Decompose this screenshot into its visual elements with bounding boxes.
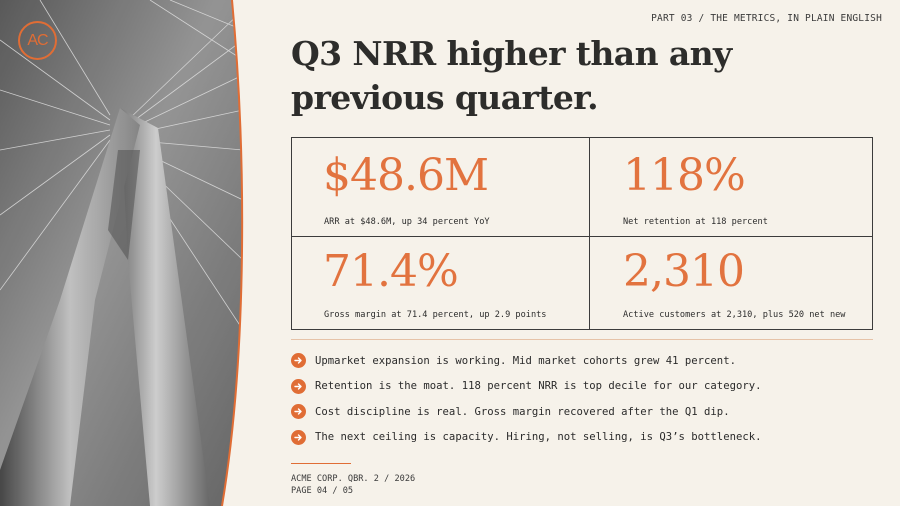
metric-value: 2,310 [623, 246, 745, 297]
section-divider [291, 339, 873, 340]
footer-accent-rule [291, 463, 351, 464]
metric-value: $48.6M [323, 150, 489, 201]
list-item: Upmarket expansion is working. Mid marke… [291, 352, 881, 369]
metric-net-retention: 118% Net retention at 118 percent [590, 138, 872, 237]
page-number: PAGE 04 / 05 [291, 486, 354, 496]
bridge-illustration [0, 0, 243, 506]
metric-active-customers: 2,310 Active customers at 2,310, plus 52… [590, 237, 872, 329]
footer-company: ACME CORP. QBR. 2 / 2026 [291, 474, 416, 484]
list-item-text: The next ceiling is capacity. Hiring, no… [315, 431, 762, 443]
arrow-right-icon [291, 404, 306, 419]
arrow-right-icon [291, 353, 306, 368]
list-item: Cost discipline is real. Gross margin re… [291, 403, 881, 420]
list-item: The next ceiling is capacity. Hiring, no… [291, 429, 881, 446]
metric-value: 118% [623, 150, 746, 201]
slide-title-line-2: previous quarter. [291, 78, 599, 117]
section-kicker: PART 03 / THE METRICS, IN PLAIN ENGLISH [651, 13, 882, 24]
arrow-right-icon [291, 429, 306, 445]
slide-title-line-1: Q3 NRR higher than any [291, 34, 732, 73]
takeaways-list: Upmarket expansion is working. Mid marke… [291, 352, 881, 454]
metric-value: 71.4% [323, 246, 459, 297]
metric-caption: Gross margin at 71.4 percent, up 2.9 poi… [324, 310, 547, 320]
metric-caption: Net retention at 118 percent [623, 217, 768, 227]
arrow-right-icon [291, 378, 306, 394]
list-item-text: Cost discipline is real. Gross margin re… [315, 405, 730, 418]
list-item-text: Upmarket expansion is working. Mid marke… [315, 354, 736, 367]
brand-logo: AC [18, 21, 57, 60]
metric-caption: ARR at $48.6M, up 34 percent YoY [324, 217, 490, 227]
metric-arr: $48.6M ARR at $48.6M, up 34 percent YoY [292, 138, 590, 237]
metric-gross-margin: 71.4% Gross margin at 71.4 percent, up 2… [292, 237, 590, 329]
metrics-grid: $48.6M ARR at $48.6M, up 34 percent YoY … [291, 137, 873, 330]
list-item: Retention is the moat. 118 percent NRR i… [291, 378, 881, 395]
slide-title: Q3 NRR higher than any previous quarter. [291, 32, 851, 120]
bridge-photo: AC [0, 0, 243, 506]
footer: ACME CORP. QBR. 2 / 2026 PAGE 04 / 05 [291, 473, 415, 497]
list-item-text: Retention is the moat. 118 percent NRR i… [315, 380, 762, 392]
metric-caption: Active customers at 2,310, plus 520 net … [623, 310, 846, 320]
